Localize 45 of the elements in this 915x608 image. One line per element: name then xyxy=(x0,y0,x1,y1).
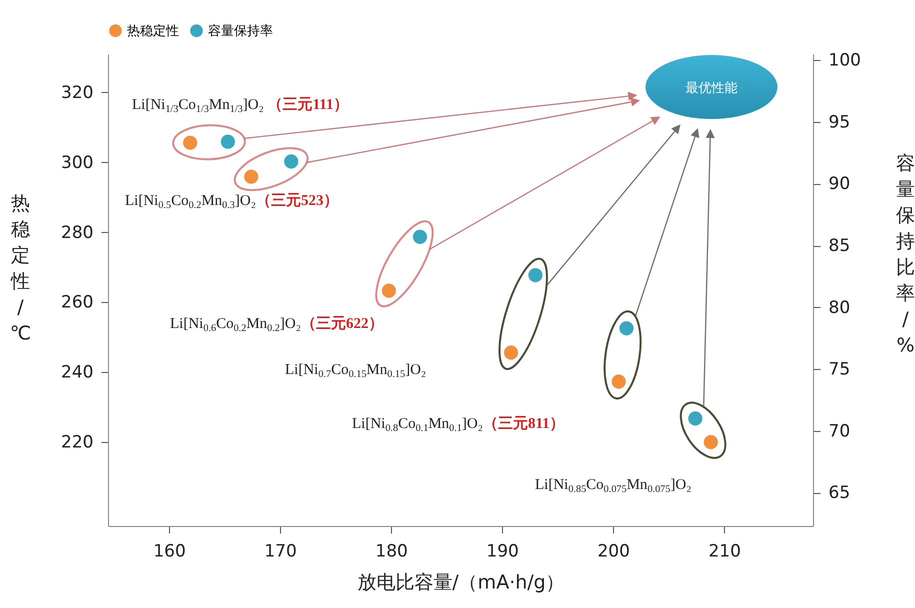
annotation: Li[Ni$_{0.8}$Co$_{0.1}$Mn$_{0.1}$]O₂（三元811） xyxy=(352,415,565,434)
annotation: 最优性能 xyxy=(685,81,738,96)
y-tick-label: 300 xyxy=(61,152,94,173)
y2-tick-label: 90 xyxy=(828,174,850,194)
point xyxy=(619,321,634,336)
y2-tick-label: 75 xyxy=(828,360,850,380)
annotation: Li[Ni$_{1/3}$Co$_{1/3}$Mn$_{1/3}$]O₂ （三元111） xyxy=(132,96,348,115)
point xyxy=(183,136,198,150)
point xyxy=(382,284,396,298)
annotation: Li[Ni$_{0.5}$Co$_{0.2}$Mn$_{0.3}$]O₂（三元523） xyxy=(125,192,338,211)
y2-tick-label: 100 xyxy=(828,50,861,71)
y2-axis-title: 容量保持比率/% xyxy=(896,152,915,356)
y2-tick-label: 85 xyxy=(828,236,850,256)
y2-tick-label: 80 xyxy=(828,298,850,318)
x-tick-label: 190 xyxy=(486,542,519,562)
point xyxy=(244,170,258,184)
y-tick-label: 280 xyxy=(61,222,94,243)
x-tick-label: 210 xyxy=(708,542,741,562)
x-tick-label: 170 xyxy=(264,542,297,562)
annotation: Li[Ni$_{0.7}$Co$_{0.15}$Mn$_{0.15}$]O₂ xyxy=(285,362,426,380)
y2-tick-label: 95 xyxy=(828,112,850,132)
point xyxy=(688,411,702,426)
x-tick-label: 160 xyxy=(153,542,186,562)
point xyxy=(412,230,428,244)
oval-badge: 最优性能 xyxy=(645,55,778,120)
point xyxy=(704,435,718,450)
y2-tick-label: 65 xyxy=(828,483,850,504)
y2-tick-label: 70 xyxy=(828,421,850,442)
y-tick-label: 320 xyxy=(61,82,94,103)
legend-label: 热稳定性 xyxy=(127,24,179,39)
point xyxy=(612,374,626,389)
y-tick-label: 220 xyxy=(61,432,94,453)
point xyxy=(504,346,518,360)
y-tick-label: 260 xyxy=(61,292,94,313)
legend-label: 容量保持率 xyxy=(208,22,273,39)
annotation: Li[Ni$_{0.6}$Co$_{0.2}$Mn$_{0.2}$]O₂（三元622） xyxy=(170,315,384,334)
x-tick-label: 200 xyxy=(597,542,630,562)
y-tick-label: 240 xyxy=(61,362,94,383)
x-tick-label: 180 xyxy=(375,542,408,562)
x-axis-title: 放电比容量/（mA·h/g） xyxy=(357,572,565,594)
point xyxy=(220,134,235,149)
point xyxy=(284,154,298,169)
point xyxy=(528,268,543,282)
y-axis-title: 热稳定性/℃ xyxy=(10,192,32,344)
annotation: Li[Ni$_{0.85}$Co$_{0.075}$Mn$_{0.075}$]O₂ xyxy=(535,477,692,495)
